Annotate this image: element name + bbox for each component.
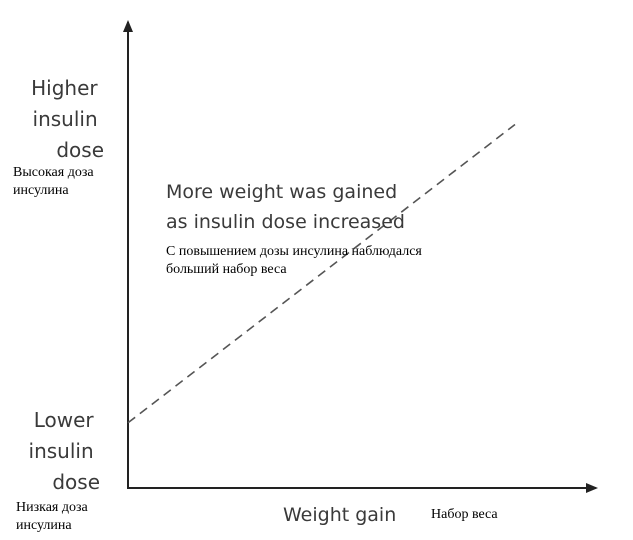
y-low-label-ru-line: Низкая доза xyxy=(16,500,89,515)
y-low-label: Lower insulin dose xyxy=(29,408,100,494)
annotation-ru: С повышением дозы инсулина наблюдался бо… xyxy=(166,244,425,277)
annotation-line: More weight was gained xyxy=(166,181,397,203)
y-high-label-line: Higher xyxy=(31,76,98,100)
annotation: More weight was gained as insulin dose i… xyxy=(166,181,405,233)
y-low-label-ru: Низкая доза инсулина xyxy=(16,500,91,533)
annotation-line: as insulin dose increased xyxy=(166,211,405,233)
x-axis-label: Weight gain xyxy=(283,504,396,526)
annotation-ru-line: больший набор веса xyxy=(166,262,287,277)
y-low-label-line: dose xyxy=(52,470,100,494)
y-low-label-ru-line: инсулина xyxy=(16,518,72,533)
y-high-label-line: insulin xyxy=(33,107,98,131)
trend-line xyxy=(127,123,516,424)
y-low-label-line: Lower xyxy=(34,408,95,432)
x-axis-label-ru: Набор веса xyxy=(431,507,498,522)
y-high-label-line: dose xyxy=(56,138,104,162)
y-low-label-line: insulin xyxy=(29,439,94,463)
y-high-label: Higher insulin dose xyxy=(31,76,104,162)
y-high-label-ru: Высокая доза инсулина xyxy=(13,165,97,198)
y-high-label-ru-line: инсулина xyxy=(13,183,69,198)
annotation-ru-line: С повышением дозы инсулина наблюдался xyxy=(166,244,422,259)
y-high-label-ru-line: Высокая доза xyxy=(13,165,94,180)
